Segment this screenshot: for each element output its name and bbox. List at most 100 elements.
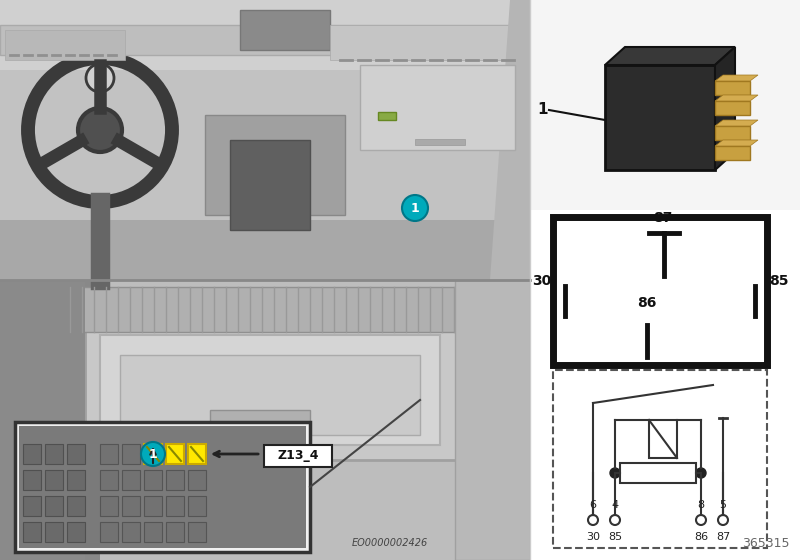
Bar <box>0 0 530 280</box>
Bar <box>188 470 206 490</box>
Text: 1: 1 <box>149 447 158 460</box>
Text: 1: 1 <box>538 102 548 118</box>
Bar <box>553 370 767 548</box>
Bar <box>144 522 162 542</box>
Circle shape <box>78 108 122 152</box>
Bar <box>530 0 800 210</box>
Bar <box>0 280 100 560</box>
Bar <box>240 10 330 50</box>
Bar <box>188 444 206 464</box>
Bar <box>378 112 396 120</box>
Bar <box>166 522 184 542</box>
Polygon shape <box>715 47 735 170</box>
Bar <box>23 470 41 490</box>
Bar <box>530 0 800 560</box>
Text: Z13_4: Z13_4 <box>278 450 318 463</box>
Bar <box>455 280 530 560</box>
Bar <box>100 496 118 516</box>
Text: 86: 86 <box>694 532 708 542</box>
Bar <box>415 139 465 145</box>
Bar <box>45 444 63 464</box>
Bar <box>23 496 41 516</box>
Bar <box>205 115 345 215</box>
Circle shape <box>141 442 165 466</box>
Bar <box>100 335 440 445</box>
Text: 30: 30 <box>532 274 551 288</box>
Circle shape <box>86 64 114 92</box>
Bar <box>210 410 310 422</box>
Bar <box>715 146 750 160</box>
Text: 87: 87 <box>654 211 673 225</box>
Bar <box>188 522 206 542</box>
Bar <box>122 522 140 542</box>
Circle shape <box>696 515 706 525</box>
Text: 4: 4 <box>611 500 618 510</box>
Bar <box>19 426 306 548</box>
Bar <box>5 30 125 60</box>
Text: EO0000002426: EO0000002426 <box>352 538 428 548</box>
Bar <box>715 101 750 115</box>
Text: 30: 30 <box>586 532 600 542</box>
Bar <box>122 496 140 516</box>
Bar <box>144 496 162 516</box>
Bar <box>120 355 420 435</box>
Bar <box>23 444 41 464</box>
Bar <box>620 463 696 483</box>
Bar <box>23 522 41 542</box>
Bar <box>553 217 767 365</box>
Bar <box>0 280 530 560</box>
Bar <box>330 25 530 60</box>
Polygon shape <box>605 47 735 65</box>
Bar <box>45 522 63 542</box>
Bar <box>144 444 162 464</box>
Bar <box>166 444 184 464</box>
Bar <box>144 444 162 464</box>
Bar <box>230 140 310 230</box>
Text: 87: 87 <box>716 532 730 542</box>
Bar <box>0 280 85 560</box>
Circle shape <box>588 515 598 525</box>
Text: 6: 6 <box>590 500 597 510</box>
Bar <box>122 470 140 490</box>
Bar <box>188 496 206 516</box>
Polygon shape <box>715 95 758 101</box>
Polygon shape <box>490 0 530 280</box>
Bar <box>45 496 63 516</box>
Bar <box>166 470 184 490</box>
Text: 365315: 365315 <box>742 537 790 550</box>
Bar <box>67 496 85 516</box>
Bar <box>60 287 460 332</box>
Bar <box>144 470 162 490</box>
Bar <box>67 522 85 542</box>
Bar <box>264 445 332 467</box>
Text: 8: 8 <box>698 500 705 510</box>
Bar <box>360 65 515 150</box>
Text: 5: 5 <box>719 500 726 510</box>
Bar <box>100 522 118 542</box>
Bar <box>122 444 140 464</box>
Polygon shape <box>715 75 758 81</box>
Polygon shape <box>715 140 758 146</box>
Text: 1: 1 <box>410 202 419 214</box>
Bar <box>188 444 206 464</box>
Polygon shape <box>715 120 758 126</box>
Circle shape <box>718 515 728 525</box>
Text: 85: 85 <box>769 274 789 288</box>
Circle shape <box>610 515 620 525</box>
Circle shape <box>696 468 706 478</box>
Bar <box>715 81 750 95</box>
Bar <box>0 0 530 70</box>
Circle shape <box>402 195 428 221</box>
Circle shape <box>610 468 620 478</box>
Bar <box>100 470 118 490</box>
Bar <box>67 444 85 464</box>
Bar <box>649 420 677 458</box>
Bar <box>166 496 184 516</box>
Bar <box>166 444 184 464</box>
Text: 86: 86 <box>638 296 657 310</box>
Bar <box>0 220 530 280</box>
Bar <box>85 295 485 460</box>
Bar <box>67 470 85 490</box>
Bar <box>45 470 63 490</box>
Bar <box>100 444 118 464</box>
